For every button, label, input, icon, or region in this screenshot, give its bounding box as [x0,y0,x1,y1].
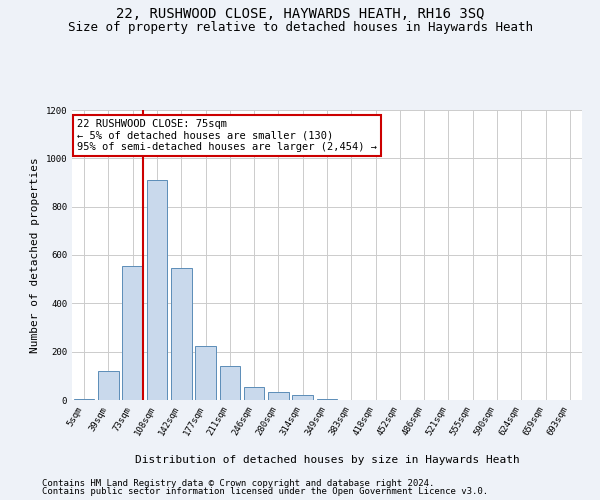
Bar [98,371,119,400]
Bar [220,366,240,400]
Bar [171,268,191,400]
Bar [244,386,265,400]
Bar [195,346,216,400]
Text: Size of property relative to detached houses in Haywards Heath: Size of property relative to detached ho… [67,22,533,35]
Bar [146,180,167,400]
Text: 22 RUSHWOOD CLOSE: 75sqm
← 5% of detached houses are smaller (130)
95% of semi-d: 22 RUSHWOOD CLOSE: 75sqm ← 5% of detache… [77,118,377,152]
Y-axis label: Number of detached properties: Number of detached properties [30,157,40,353]
Bar [268,392,289,400]
Bar [74,399,94,400]
Text: 22, RUSHWOOD CLOSE, HAYWARDS HEATH, RH16 3SQ: 22, RUSHWOOD CLOSE, HAYWARDS HEATH, RH16… [116,8,484,22]
Bar [122,266,143,400]
Text: Contains HM Land Registry data © Crown copyright and database right 2024.: Contains HM Land Registry data © Crown c… [42,478,434,488]
Bar [292,395,313,400]
Text: Contains public sector information licensed under the Open Government Licence v3: Contains public sector information licen… [42,487,488,496]
Text: Distribution of detached houses by size in Haywards Heath: Distribution of detached houses by size … [134,455,520,465]
Bar [317,399,337,400]
